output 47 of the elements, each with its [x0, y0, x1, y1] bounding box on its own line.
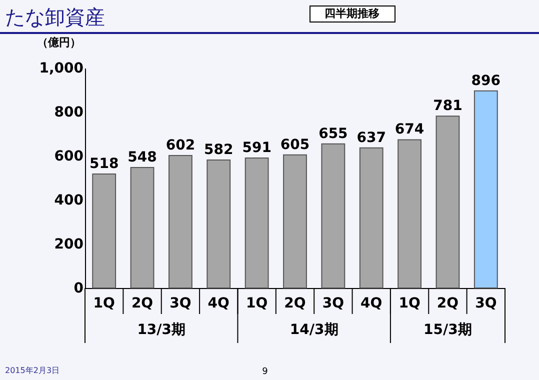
bar: [359, 147, 384, 288]
data-label: 896: [471, 72, 501, 89]
x-tick-label: 3Q: [322, 296, 344, 312]
y-tick-label: 800: [54, 104, 84, 120]
text: 15/3期: [424, 322, 472, 338]
bar: [474, 90, 498, 288]
text: 14/3期: [290, 322, 338, 338]
bar: [130, 166, 154, 288]
bar: [398, 139, 422, 288]
bar: [436, 116, 460, 288]
bar: [206, 159, 231, 288]
x-tick-label: 2Q: [284, 296, 306, 312]
text: 四半期推移: [324, 7, 380, 20]
x-tick-label: 3Q: [170, 296, 192, 312]
bar: [244, 157, 269, 288]
text: 13/3期: [137, 322, 186, 338]
data-label: 591: [242, 140, 272, 156]
data-label: 602: [166, 138, 196, 154]
text: 2015年2月3日: [5, 366, 60, 375]
data-label: 518: [89, 156, 119, 172]
x-tick-label: 1Q: [246, 296, 268, 312]
x-tick-label: 1Q: [93, 296, 116, 312]
data-label: 655: [318, 126, 348, 142]
y-tick-label: 0: [74, 280, 84, 296]
bar: [283, 154, 307, 288]
x-tick-label: 2Q: [436, 296, 459, 312]
x-tick-label: 4Q: [360, 296, 382, 312]
y-tick-label: 600: [54, 148, 84, 164]
text: 9: [262, 367, 268, 377]
y-tick-label: 200: [54, 236, 84, 252]
data-label: 781: [433, 98, 462, 114]
x-tick-label: 1Q: [398, 296, 420, 312]
chart-title: たな卸資産: [5, 5, 105, 29]
bar: [321, 143, 346, 288]
data-label: 637: [356, 130, 386, 146]
y-axis-title: （億円）: [37, 36, 81, 49]
data-label: 605: [280, 136, 310, 153]
y-tick-label: 400: [54, 192, 84, 208]
bar: [92, 174, 116, 288]
x-tick-label: 3Q: [475, 296, 497, 312]
data-label: 674: [394, 122, 424, 138]
y-tick-label: 1,000: [39, 60, 84, 76]
x-tick-label: 2Q: [131, 296, 154, 312]
data-label: 548: [128, 149, 157, 166]
bar: [168, 155, 192, 288]
data-label: 582: [204, 142, 234, 158]
x-tick-label: 4Q: [208, 296, 230, 312]
